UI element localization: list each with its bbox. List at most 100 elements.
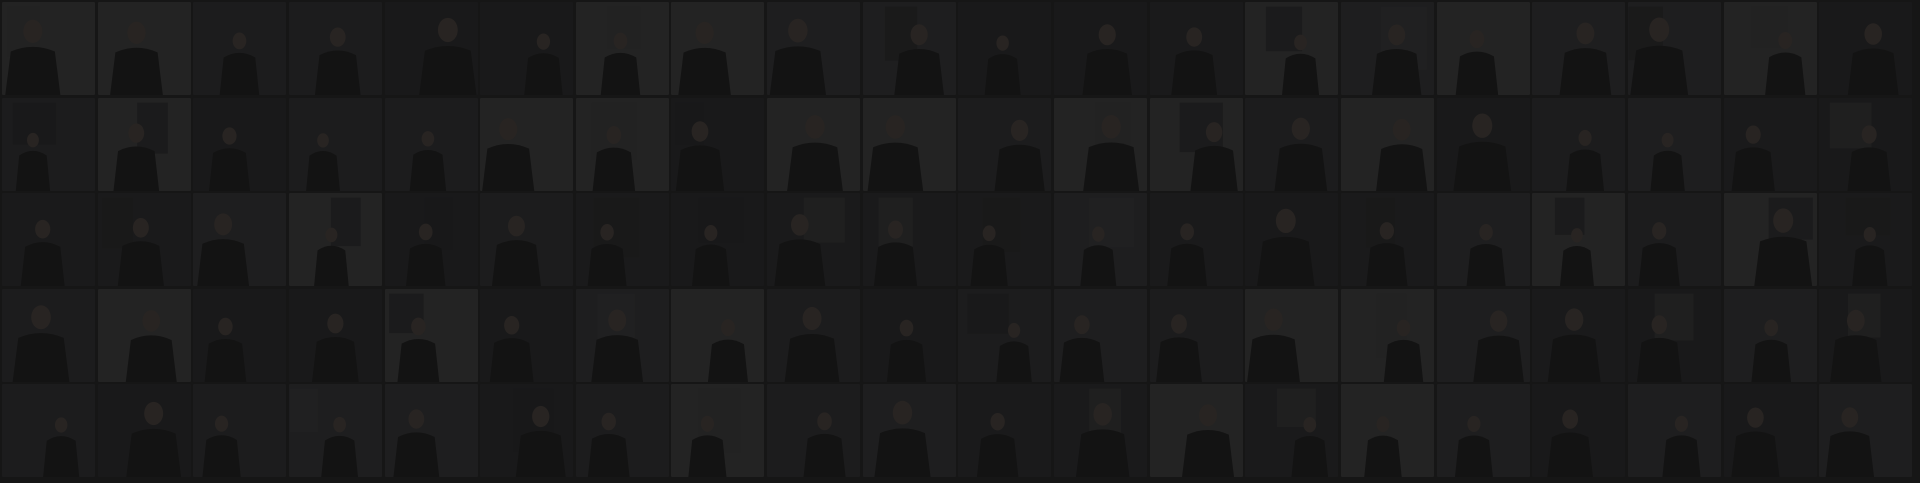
portrait-photo-tile <box>767 384 861 477</box>
portrait-photo-tile <box>671 288 765 382</box>
portrait-photo-tile <box>1149 193 1243 286</box>
portrait-photo-tile <box>1436 384 1530 477</box>
portrait-photo-tile <box>958 288 1052 382</box>
portrait-photo-tile <box>2 288 95 382</box>
portrait-photo-tile <box>1340 2 1434 95</box>
photo-grid <box>2 2 1913 477</box>
portrait-photo-tile <box>1627 97 1721 191</box>
portrait-photo-tile <box>575 288 669 382</box>
portrait-photo-tile <box>1340 97 1434 191</box>
portrait-photo-tile <box>671 384 765 477</box>
portrait-photo-tile <box>384 2 478 95</box>
portrait-photo-tile <box>1819 2 1913 95</box>
portrait-photo-tile <box>1532 384 1626 477</box>
portrait-photo-tile <box>1054 193 1148 286</box>
portrait-photo-tile <box>384 193 478 286</box>
portrait-photo-tile <box>2 193 95 286</box>
portrait-photo-tile <box>480 2 574 95</box>
portrait-photo-tile <box>2 384 95 477</box>
portrait-photo-tile <box>1245 97 1339 191</box>
portrait-photo-tile <box>1054 384 1148 477</box>
portrait-photo-tile <box>384 97 478 191</box>
portrait-photo-tile <box>862 2 956 95</box>
portrait-photo-tile <box>97 97 191 191</box>
portrait-photo-tile <box>1436 288 1530 382</box>
portrait-photo-tile <box>1532 97 1626 191</box>
portrait-photo-tile <box>767 97 861 191</box>
portrait-photo-tile <box>1054 2 1148 95</box>
portrait-photo-tile <box>2 97 95 191</box>
portrait-photo-tile <box>575 384 669 477</box>
portrait-photo-tile <box>288 193 382 286</box>
portrait-photo-tile <box>480 288 574 382</box>
portrait-photo-tile <box>671 193 765 286</box>
portrait-photo-tile <box>97 2 191 95</box>
portrait-photo-tile <box>958 97 1052 191</box>
portrait-photo-tile <box>862 193 956 286</box>
portrait-photo-tile <box>767 2 861 95</box>
portrait-photo-tile <box>97 193 191 286</box>
portrait-photo-tile <box>958 384 1052 477</box>
portrait-photo-tile <box>288 97 382 191</box>
portrait-photo-tile <box>1149 2 1243 95</box>
portrait-photo-tile <box>193 384 287 477</box>
portrait-photo-tile <box>958 193 1052 286</box>
portrait-photo-tile <box>384 384 478 477</box>
portrait-photo-tile <box>193 97 287 191</box>
portrait-photo-tile <box>1340 288 1434 382</box>
portrait-photo-tile <box>2 2 95 95</box>
portrait-photo-tile <box>1532 193 1626 286</box>
portrait-photo-tile <box>1149 97 1243 191</box>
portrait-photo-tile <box>1436 193 1530 286</box>
portrait-photo-tile <box>767 288 861 382</box>
portrait-photo-tile <box>671 2 765 95</box>
portrait-photo-tile <box>1532 2 1626 95</box>
portrait-photo-tile <box>97 384 191 477</box>
portrait-photo-tile <box>1819 97 1913 191</box>
portrait-photo-tile <box>862 384 956 477</box>
portrait-photo-tile <box>480 384 574 477</box>
portrait-photo-tile <box>384 288 478 382</box>
portrait-photo-tile <box>1627 384 1721 477</box>
portrait-photo-tile <box>575 193 669 286</box>
portrait-photo-tile <box>1532 288 1626 382</box>
portrait-photo-tile <box>862 97 956 191</box>
portrait-photo-tile <box>1819 384 1913 477</box>
portrait-photo-tile <box>862 288 956 382</box>
portrait-photo-tile <box>958 2 1052 95</box>
portrait-photo-tile <box>1436 2 1530 95</box>
portrait-photo-tile <box>575 97 669 191</box>
portrait-photo-tile <box>767 193 861 286</box>
portrait-photo-tile <box>1340 384 1434 477</box>
portrait-photo-tile <box>1723 384 1817 477</box>
portrait-photo-tile <box>1149 384 1243 477</box>
portrait-photo-tile <box>1054 288 1148 382</box>
portrait-photo-tile <box>480 193 574 286</box>
portrait-photo-tile <box>288 384 382 477</box>
portrait-photo-tile <box>1723 97 1817 191</box>
portrait-photo-tile <box>1149 288 1243 382</box>
portrait-photo-tile <box>1723 2 1817 95</box>
portrait-photo-tile <box>1245 288 1339 382</box>
portrait-photo-tile <box>1627 193 1721 286</box>
portrait-photo-tile <box>288 2 382 95</box>
portrait-photo-tile <box>1054 97 1148 191</box>
portrait-photo-tile <box>1723 288 1817 382</box>
portrait-photo-tile <box>193 288 287 382</box>
portrait-photo-tile <box>1627 288 1721 382</box>
portrait-photo-tile <box>288 288 382 382</box>
portrait-photo-tile <box>1245 384 1339 477</box>
portrait-photo-tile <box>1245 2 1339 95</box>
portrait-photo-tile <box>575 2 669 95</box>
portrait-photo-tile <box>671 97 765 191</box>
portrait-photo-tile <box>480 97 574 191</box>
portrait-photo-tile <box>1819 193 1913 286</box>
portrait-photo-tile <box>1723 193 1817 286</box>
portrait-photo-tile <box>1245 193 1339 286</box>
portrait-photo-tile <box>193 193 287 286</box>
portrait-photo-tile <box>1436 97 1530 191</box>
portrait-photo-tile <box>193 2 287 95</box>
portrait-photo-tile <box>97 288 191 382</box>
portrait-photo-tile <box>1627 2 1721 95</box>
